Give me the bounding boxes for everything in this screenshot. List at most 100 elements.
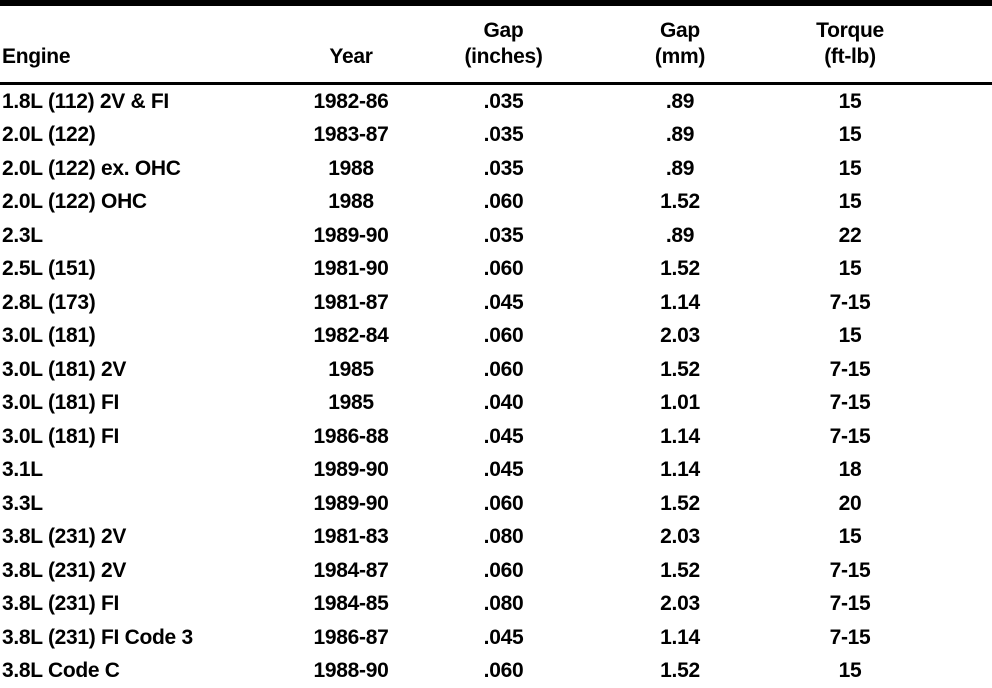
- table-row: 1.8L (112) 2V & FI 1982-86 .035 .89 15: [0, 85, 930, 119]
- cell-torque: 20: [838, 491, 862, 515]
- table-row: 3.1L 1989-90 .045 1.14 18: [0, 454, 930, 488]
- cell-engine: 3.8L (231) 2V: [2, 525, 127, 549]
- column-header-label: Gap: [483, 19, 524, 42]
- cell-gap-inches: .060: [483, 324, 524, 348]
- cell-gap-inches: .060: [483, 190, 524, 214]
- cell-year: 1981-90: [313, 257, 389, 281]
- cell-torque: 18: [838, 458, 862, 482]
- column-header-label: Gap: [660, 19, 700, 42]
- column-header-year: Year: [285, 44, 417, 82]
- cell-year: 1981-83: [313, 525, 389, 549]
- cell-gap-mm: 1.01: [660, 391, 700, 415]
- cell-year: 1983-87: [313, 123, 389, 147]
- cell-year: 1989-90: [313, 491, 389, 515]
- cell-engine: 2.5L (151): [2, 257, 96, 281]
- table-row: 3.8L Code C 1988-90 .060 1.52 15: [0, 655, 930, 688]
- cell-torque: 15: [838, 659, 862, 683]
- cell-gap-mm: 1.52: [660, 558, 700, 582]
- cell-torque: 15: [838, 324, 862, 348]
- cell-torque: 7-15: [829, 558, 871, 582]
- table-row: 3.8L (231) 2V 1984-87 .060 1.52 7-15: [0, 554, 930, 588]
- cell-torque: 15: [838, 525, 862, 549]
- cell-gap-inches: .035: [483, 156, 524, 180]
- table-row: 2.3L 1989-90 .035 .89 22: [0, 219, 930, 253]
- cell-engine: 3.3L: [2, 491, 43, 515]
- cell-gap-mm: 1.14: [660, 290, 700, 314]
- cell-gap-mm: 1.52: [660, 190, 700, 214]
- cell-gap-inches: .045: [483, 290, 524, 314]
- cell-torque: 7-15: [829, 592, 871, 616]
- cell-year: 1989-90: [313, 458, 389, 482]
- cell-year: 1985: [328, 357, 374, 381]
- table-row: 3.0L (181) 1982-84 .060 2.03 15: [0, 320, 930, 354]
- cell-year: 1986-88: [313, 424, 389, 448]
- cell-gap-inches: .035: [483, 223, 524, 247]
- cell-gap-inches: .080: [483, 525, 524, 549]
- table-body: 1.8L (112) 2V & FI 1982-86 .035 .89 15 2…: [0, 85, 992, 688]
- table-header: Engine Year Gap (inches) Gap (mm) Torque…: [0, 6, 992, 85]
- column-header-torque: Torque (ft-lb): [770, 18, 930, 82]
- cell-engine: 3.8L (231) FI: [2, 592, 120, 616]
- cell-gap-inches: .045: [483, 424, 524, 448]
- cell-engine: 1.8L (112) 2V & FI: [2, 89, 169, 113]
- cell-gap-inches: .035: [483, 89, 524, 113]
- table-row: 2.5L (151) 1981-90 .060 1.52 15: [0, 253, 930, 287]
- cell-year: 1988: [328, 190, 374, 214]
- column-header-unit: (inches): [464, 45, 543, 68]
- table-row: 2.8L (173) 1981-87 .045 1.14 7-15: [0, 286, 930, 320]
- cell-engine: 2.8L (173): [2, 290, 96, 314]
- cell-gap-mm: 2.03: [660, 525, 700, 549]
- cell-engine: 3.0L (181) 2V: [2, 357, 127, 381]
- cell-gap-inches: .040: [483, 391, 524, 415]
- cell-year: 1984-85: [313, 592, 389, 616]
- cell-gap-inches: .080: [483, 592, 524, 616]
- table-row: 2.0L (122) 1983-87 .035 .89 15: [0, 119, 930, 153]
- cell-engine: 2.0L (122): [2, 123, 96, 147]
- column-header-label: Torque: [816, 19, 884, 42]
- cell-torque: 15: [838, 123, 862, 147]
- cell-year: 1981-87: [313, 290, 389, 314]
- column-header-label: Year: [329, 45, 373, 68]
- cell-year: 1982-84: [313, 324, 389, 348]
- cell-year: 1989-90: [313, 223, 389, 247]
- cell-torque: 7-15: [829, 391, 871, 415]
- cell-torque: 15: [838, 190, 862, 214]
- cell-gap-mm: 1.52: [660, 257, 700, 281]
- cell-engine: 3.8L (231) 2V: [2, 558, 127, 582]
- cell-year: 1986-87: [313, 625, 389, 649]
- cell-gap-mm: .89: [665, 123, 695, 147]
- cell-engine: 2.3L: [2, 223, 43, 247]
- cell-gap-mm: 1.52: [660, 659, 700, 683]
- cell-gap-mm: 1.14: [660, 625, 700, 649]
- cell-engine: 3.0L (181) FI: [2, 424, 120, 448]
- column-header-unit: (ft-lb): [824, 45, 876, 68]
- cell-engine: 3.8L (231) FI Code 3: [2, 625, 193, 649]
- cell-gap-inches: .060: [483, 491, 524, 515]
- table-row: 3.8L (231) FI 1984-85 .080 2.03 7-15: [0, 588, 930, 622]
- table-row: 3.0L (181) 2V 1985 .060 1.52 7-15: [0, 353, 930, 387]
- cell-gap-inches: .035: [483, 123, 524, 147]
- cell-gap-inches: .045: [483, 625, 524, 649]
- table-row: 3.8L (231) FI Code 3 1986-87 .045 1.14 7…: [0, 621, 930, 655]
- column-header-engine: Engine: [0, 44, 285, 82]
- cell-torque: 15: [838, 257, 862, 281]
- cell-torque: 7-15: [829, 290, 871, 314]
- cell-gap-mm: .89: [665, 223, 695, 247]
- cell-torque: 22: [838, 223, 862, 247]
- cell-gap-mm: 1.14: [660, 424, 700, 448]
- table-row: 2.0L (122) ex. OHC 1988 .035 .89 15: [0, 152, 930, 186]
- cell-engine: 2.0L (122) OHC: [2, 190, 147, 214]
- column-header-gap-inches: Gap (inches): [417, 18, 590, 82]
- cell-gap-inches: .045: [483, 458, 524, 482]
- cell-gap-inches: .060: [483, 558, 524, 582]
- cell-year: 1988-90: [313, 659, 389, 683]
- cell-year: 1984-87: [313, 558, 389, 582]
- cell-gap-mm: .89: [665, 156, 695, 180]
- cell-engine: 2.0L (122) ex. OHC: [2, 156, 181, 180]
- cell-gap-mm: 2.03: [660, 592, 700, 616]
- table-row: 3.8L (231) 2V 1981-83 .080 2.03 15: [0, 521, 930, 555]
- cell-gap-inches: .060: [483, 357, 524, 381]
- cell-engine: 3.1L: [2, 458, 43, 482]
- cell-torque: 7-15: [829, 625, 871, 649]
- table-row: 3.0L (181) FI 1985 .040 1.01 7-15: [0, 387, 930, 421]
